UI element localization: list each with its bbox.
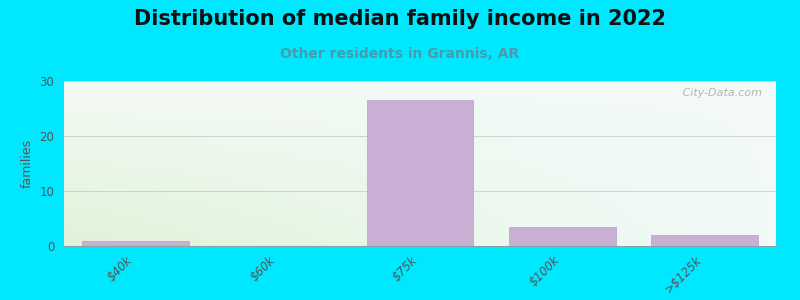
Bar (509, 227, 616, 246)
Bar (651, 235, 758, 246)
Bar (82, 241, 189, 246)
Text: Other residents in Grannis, AR: Other residents in Grannis, AR (280, 46, 520, 61)
Text: City-Data.com: City-Data.com (678, 88, 762, 98)
Y-axis label: families: families (21, 139, 34, 188)
Text: Distribution of median family income in 2022: Distribution of median family income in … (134, 9, 666, 29)
Bar (366, 100, 474, 246)
